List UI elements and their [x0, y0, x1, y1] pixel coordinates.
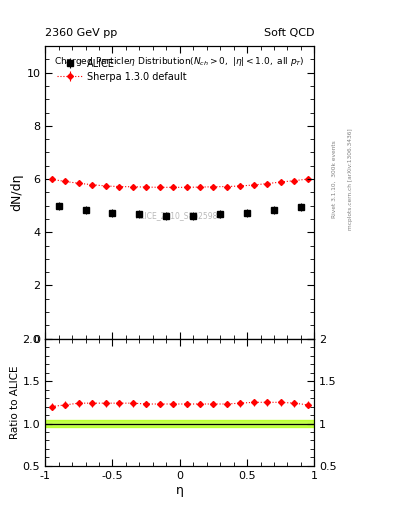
Y-axis label: Ratio to ALICE: Ratio to ALICE: [10, 366, 20, 439]
Text: mcplots.cern.ch [arXiv:1306.3436]: mcplots.cern.ch [arXiv:1306.3436]: [348, 129, 353, 230]
Text: Rivet 3.1.10,  300k events: Rivet 3.1.10, 300k events: [332, 140, 337, 218]
Text: 2360 GeV pp: 2360 GeV pp: [45, 28, 118, 38]
Text: Charged Particle$\eta$ Distribution$(N_{ch} > 0,\ |\eta| < 1.0,\ \mathrm{all}\ p: Charged Particle$\eta$ Distribution$(N_{…: [55, 55, 305, 68]
Y-axis label: dN/dη: dN/dη: [11, 174, 24, 211]
Legend: ALICE, Sherpa 1.3.0 default: ALICE, Sherpa 1.3.0 default: [55, 57, 188, 83]
X-axis label: η: η: [176, 483, 184, 497]
Text: Soft QCD: Soft QCD: [264, 28, 314, 38]
Bar: [45, 420, 314, 427]
Text: ALICE_2010_S8625980: ALICE_2010_S8625980: [136, 211, 224, 220]
